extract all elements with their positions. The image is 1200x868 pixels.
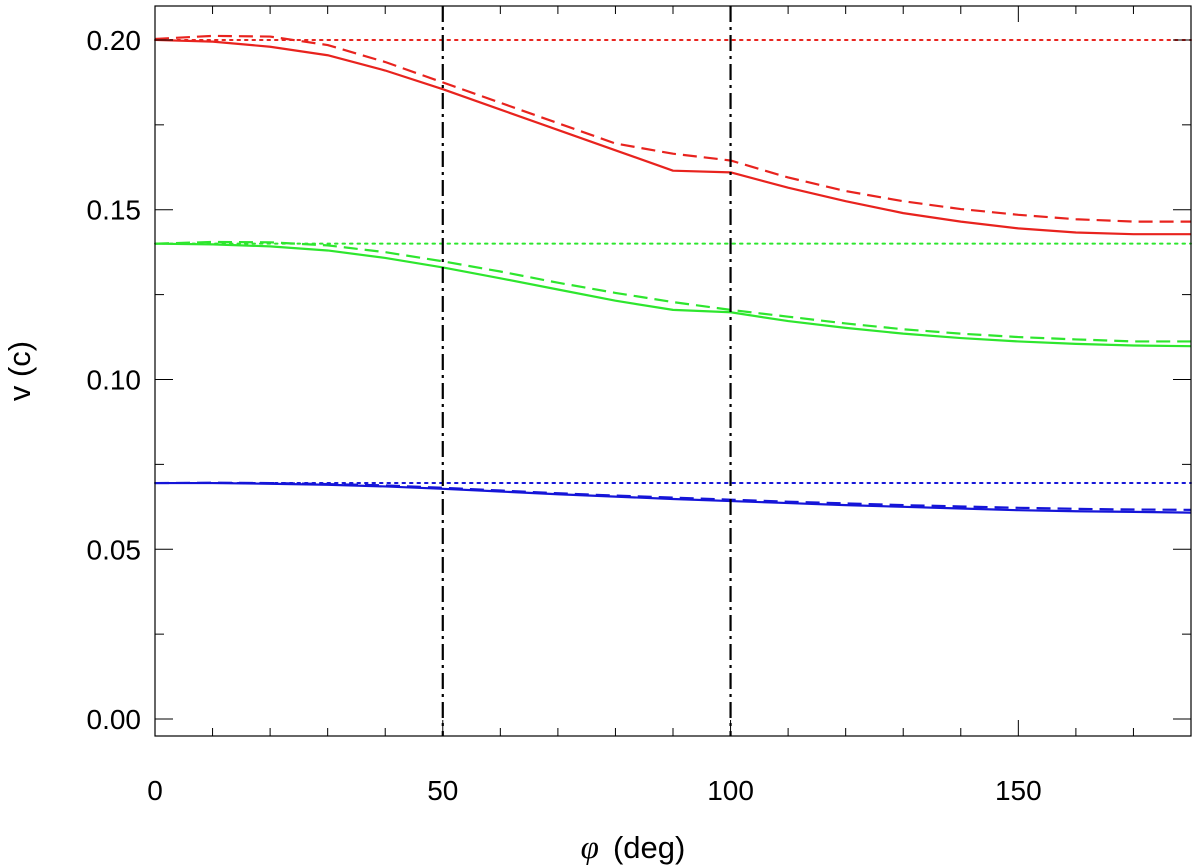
series-0-solid-line [154, 38, 1191, 236]
series-4-dashed-line [154, 240, 1191, 343]
y-tick-label: 0.00 [87, 704, 142, 735]
x-axis-label: φ (deg) [581, 830, 686, 866]
x-tick-label: 150 [995, 775, 1042, 806]
x-tick-label: 100 [707, 775, 754, 806]
tick-label-layer: 0 50 100 150 0.00 0.05 0.10 0.15 0.20 [87, 25, 1042, 806]
x-axis-unit: (deg) [613, 830, 685, 865]
series-3-solid-line [154, 242, 1192, 348]
series-7-dashed-line [154, 481, 1192, 511]
tick-layer [154, 6, 1192, 736]
y-tick-label: 0.10 [87, 364, 142, 395]
series-layer [154, 34, 1192, 514]
x-axis-symbol: φ [581, 830, 599, 866]
y-tick-label: 0.15 [87, 195, 142, 226]
series-6-solid-line [155, 481, 1192, 514]
x-tick-label: 0 [147, 775, 163, 806]
y-axis-label: v (c) [2, 341, 37, 401]
y-tick-label: 0.20 [87, 25, 142, 56]
vertical-lines-layer [441, 6, 732, 736]
series-1-dashed-line [154, 34, 1191, 223]
plot-frame [154, 5, 1192, 737]
x-tick-label: 50 [427, 775, 458, 806]
y-tick-label: 0.05 [87, 534, 142, 565]
